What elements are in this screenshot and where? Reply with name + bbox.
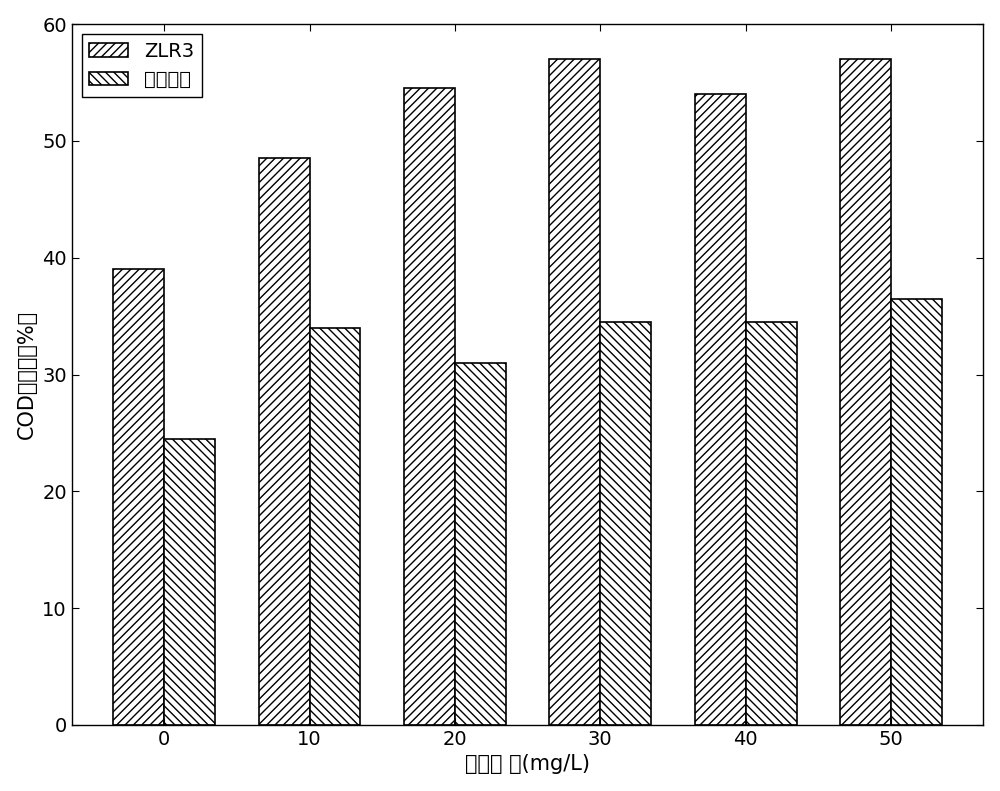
Bar: [549, 59, 600, 725]
Bar: [600, 322, 651, 725]
Bar: [746, 322, 797, 725]
X-axis label: 乙腈浓 度(mg/L): 乙腈浓 度(mg/L): [465, 755, 590, 774]
Bar: [404, 89, 455, 725]
Bar: [840, 59, 891, 725]
Y-axis label: COD去除率（%）: COD去除率（%）: [17, 310, 37, 439]
Bar: [113, 270, 164, 725]
Bar: [310, 327, 360, 725]
Bar: [891, 299, 942, 725]
Legend: ZLR3, 活性污泥: ZLR3, 活性污泥: [82, 34, 202, 97]
Bar: [455, 363, 506, 725]
Bar: [259, 158, 310, 725]
Bar: [695, 94, 746, 725]
Bar: [164, 439, 215, 725]
